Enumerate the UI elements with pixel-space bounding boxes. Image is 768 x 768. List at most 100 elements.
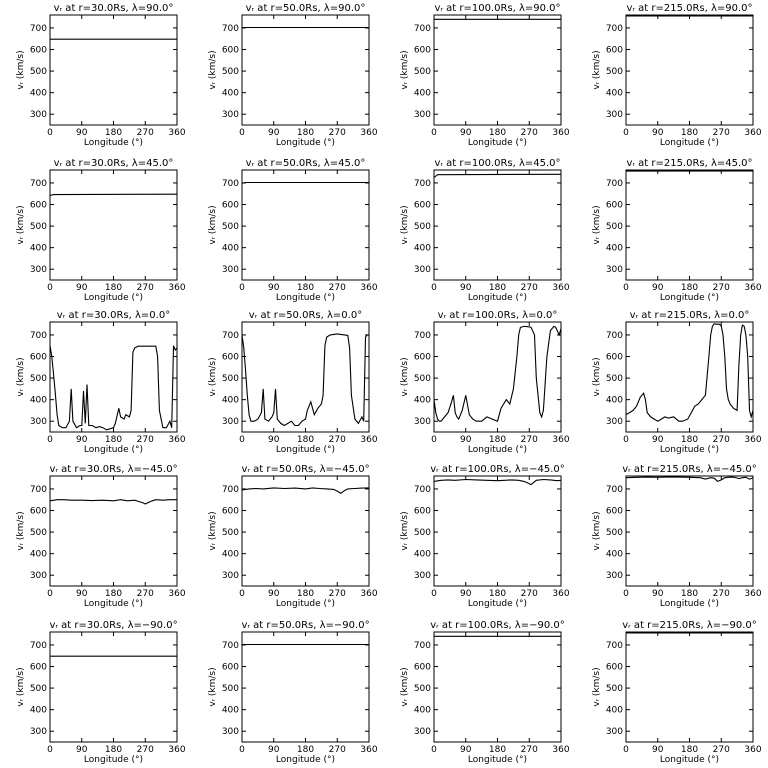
y-tick-label: 300 <box>30 417 47 427</box>
x-tick-label: 180 <box>489 589 506 599</box>
x-tick-label: 270 <box>329 128 346 138</box>
y-tick-label: 500 <box>414 222 431 232</box>
y-tick-label: 600 <box>414 46 431 56</box>
x-axis-label: Longitude (°) <box>660 445 719 455</box>
y-tick-label: 500 <box>222 528 239 538</box>
x-tick-label: 90 <box>652 589 664 599</box>
y-tick-label: 600 <box>30 353 47 363</box>
y-tick-label: 300 <box>414 727 431 737</box>
x-tick-label: 180 <box>105 745 122 755</box>
x-tick-label: 90 <box>460 435 472 445</box>
plot-frame <box>625 475 754 587</box>
x-tick-label: 0 <box>623 283 629 293</box>
x-tick-label: 90 <box>652 745 664 755</box>
y-tick-label: 300 <box>606 571 623 581</box>
y-tick-label: 700 <box>414 641 431 651</box>
x-tick-label: 360 <box>168 128 185 138</box>
x-tick-label: 0 <box>47 283 53 293</box>
panel-4-4: vᵣ at r=215.0Rs, λ=−45.0° 0 90 180 270 360 300… <box>592 464 762 609</box>
x-tick-label: 180 <box>489 745 506 755</box>
y-axis-label: vᵣ (km/s) <box>400 357 410 396</box>
series-line <box>241 487 370 494</box>
y-tick-label: 700 <box>222 485 239 495</box>
x-tick-label: 180 <box>681 435 698 445</box>
panel-5-2: vᵣ at r=50.0Rs, λ=−90.0° 0 90 180 270 360 300 4… <box>208 620 378 765</box>
x-tick-label: 180 <box>681 128 698 138</box>
panel-title: vᵣ at r=50.0Rs, λ=−90.0° <box>241 620 369 631</box>
y-tick-label: 400 <box>606 706 623 716</box>
series-line <box>625 476 754 483</box>
y-tick-label: 400 <box>414 244 431 254</box>
panel-title: vᵣ at r=50.0Rs, λ=90.0° <box>246 3 366 14</box>
x-tick-label: 0 <box>47 128 53 138</box>
panel-title: vᵣ at r=100.0Rs, λ=−45.0° <box>430 464 565 475</box>
y-tick-label: 600 <box>606 353 623 363</box>
y-tick-label: 600 <box>222 507 239 517</box>
y-tick-label: 300 <box>414 265 431 275</box>
y-tick-label: 600 <box>606 663 623 673</box>
x-tick-label: 180 <box>105 589 122 599</box>
panel-title: vᵣ at r=215.0Rs, λ=45.0° <box>626 158 752 169</box>
panel-title: vᵣ at r=50.0Rs, λ=0.0° <box>249 310 362 321</box>
x-tick-label: 180 <box>489 435 506 445</box>
y-tick-label: 600 <box>30 46 47 56</box>
y-tick-label: 400 <box>30 706 47 716</box>
x-tick-label: 90 <box>460 283 472 293</box>
x-tick-label: 90 <box>76 283 88 293</box>
y-tick-label: 500 <box>414 684 431 694</box>
x-tick-label: 90 <box>460 128 472 138</box>
x-tick-label: 270 <box>713 745 730 755</box>
y-tick-label: 400 <box>414 89 431 99</box>
y-tick-label: 700 <box>30 641 47 651</box>
y-tick-label: 400 <box>222 706 239 716</box>
panel-2-4: vᵣ at r=215.0Rs, λ=45.0° 0 90 180 270 360 300 4… <box>592 158 762 303</box>
y-tick-label: 600 <box>414 507 431 517</box>
y-tick-label: 600 <box>30 663 47 673</box>
x-tick-label: 0 <box>431 435 437 445</box>
x-axis-label: Longitude (°) <box>276 599 335 609</box>
panel-5-4: vᵣ at r=215.0Rs, λ=−90.0° 0 90 180 270 360 300… <box>592 620 762 765</box>
plot-frame <box>49 475 178 587</box>
x-tick-label: 270 <box>521 283 538 293</box>
x-tick-label: 270 <box>137 745 154 755</box>
panel-4-1: vᵣ at r=30.0Rs, λ=−45.0° 0 90 180 270 360 300 4… <box>16 464 186 609</box>
plot-frame <box>433 14 562 126</box>
panel-1-4: vᵣ at r=215.0Rs, λ=90.0° 0 90 180 270 360 300 4… <box>592 3 762 148</box>
x-tick-label: 270 <box>713 128 730 138</box>
x-tick-label: 360 <box>552 128 569 138</box>
x-axis-label: Longitude (°) <box>660 755 719 765</box>
x-tick-label: 0 <box>431 128 437 138</box>
y-tick-label: 400 <box>414 706 431 716</box>
x-tick-label: 270 <box>521 745 538 755</box>
y-axis-label: vᵣ (km/s) <box>400 205 410 244</box>
x-tick-label: 90 <box>76 589 88 599</box>
y-axis-label: vᵣ (km/s) <box>16 511 26 550</box>
y-tick-label: 500 <box>606 374 623 384</box>
panel-2-3: vᵣ at r=100.0Rs, λ=45.0° 0 90 180 270 360 300 4… <box>400 158 570 303</box>
y-tick-label: 400 <box>222 550 239 560</box>
x-tick-label: 0 <box>47 435 53 445</box>
y-tick-label: 700 <box>222 24 239 34</box>
x-tick-label: 90 <box>268 589 280 599</box>
x-tick-label: 360 <box>360 435 377 445</box>
y-axis-label: vᵣ (km/s) <box>400 511 410 550</box>
y-tick-label: 300 <box>30 110 47 120</box>
panel-title: vᵣ at r=50.0Rs, λ=45.0° <box>246 158 366 169</box>
x-tick-label: 360 <box>360 128 377 138</box>
x-tick-label: 270 <box>521 589 538 599</box>
x-axis-label: Longitude (°) <box>276 755 335 765</box>
panel-title: vᵣ at r=215.0Rs, λ=−45.0° <box>622 464 757 475</box>
x-axis-label: Longitude (°) <box>84 445 143 455</box>
y-tick-label: 500 <box>606 67 623 77</box>
y-tick-label: 300 <box>222 265 239 275</box>
panel-title: vᵣ at r=30.0Rs, λ=−45.0° <box>49 464 177 475</box>
x-axis-label: Longitude (°) <box>276 138 335 148</box>
y-tick-label: 300 <box>222 727 239 737</box>
y-tick-label: 500 <box>222 684 239 694</box>
y-tick-label: 400 <box>606 550 623 560</box>
plot-frame <box>241 169 370 281</box>
y-axis-label: vᵣ (km/s) <box>592 357 602 396</box>
y-tick-label: 700 <box>606 331 623 341</box>
y-tick-label: 300 <box>30 727 47 737</box>
y-tick-label: 600 <box>30 507 47 517</box>
